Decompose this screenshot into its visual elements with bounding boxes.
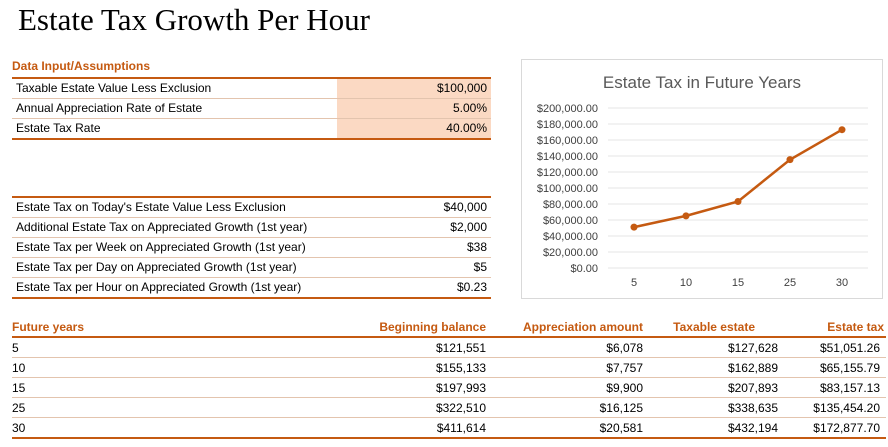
x-tick-label: 15 bbox=[732, 277, 744, 289]
cell-estate-tax: $83,157.13 bbox=[819, 381, 880, 395]
cell-appreciation: $7,757 bbox=[606, 361, 643, 375]
col-future-years: Future years bbox=[12, 320, 85, 334]
data-point[interactable] bbox=[838, 126, 846, 134]
y-tick-label: $20,000.00 bbox=[543, 247, 598, 259]
col-estate-tax: Estate tax bbox=[827, 320, 884, 334]
cell-beginning-balance: $322,510 bbox=[435, 401, 486, 415]
col-taxable-estate: Taxable estate bbox=[673, 320, 755, 334]
col-beginning-balance: Beginning balance bbox=[379, 320, 486, 334]
input-label: Estate Tax Rate bbox=[12, 118, 337, 139]
cell-appreciation: $16,125 bbox=[599, 401, 643, 415]
input-row: Taxable Estate Value Less Exclusion $100… bbox=[12, 78, 491, 99]
chart-gridlines bbox=[608, 107, 868, 269]
table-row: 30 $411,614 $20,581 $432,194 $172,877.70 bbox=[12, 418, 886, 439]
chart-svg: Estate Tax in Future Years $0.00 $20,000.… bbox=[537, 73, 868, 289]
table-row: 25 $322,510 $16,125 $338,635 $135,454.20 bbox=[12, 398, 886, 418]
cell-year: 5 bbox=[12, 341, 19, 355]
cell-taxable-estate: $338,635 bbox=[727, 401, 778, 415]
cell-year: 25 bbox=[12, 401, 26, 415]
table-row: 5 $121,551 $6,078 $127,628 $51,051.26 bbox=[12, 338, 886, 358]
output-value: $2,000 bbox=[337, 217, 491, 238]
data-point[interactable] bbox=[630, 223, 638, 231]
cell-year: 30 bbox=[12, 421, 26, 435]
page-title: Estate Tax Growth Per Hour bbox=[18, 2, 370, 37]
x-tick-label: 30 bbox=[836, 277, 848, 289]
y-tick-label: $180,000.00 bbox=[537, 119, 598, 131]
data-point[interactable] bbox=[734, 197, 742, 205]
cell-taxable-estate: $207,893 bbox=[727, 381, 778, 395]
y-tick-label: $60,000.00 bbox=[543, 215, 598, 227]
y-tick-label: $100,000.00 bbox=[537, 183, 598, 195]
cell-estate-tax: $51,051.26 bbox=[819, 341, 880, 355]
y-tick-label: $0.00 bbox=[570, 263, 598, 275]
output-row: Estate Tax per Hour on Appreciated Growt… bbox=[12, 277, 491, 298]
inputs-header: Data Input/Assumptions bbox=[12, 59, 151, 73]
y-tick-label: $40,000.00 bbox=[543, 231, 598, 243]
inputs-table: Taxable Estate Value Less Exclusion $100… bbox=[12, 77, 491, 140]
cell-appreciation: $9,900 bbox=[606, 381, 643, 395]
cell-year: 10 bbox=[12, 361, 26, 375]
output-row: Additional Estate Tax on Appreciated Gro… bbox=[12, 217, 491, 238]
cell-appreciation: $6,078 bbox=[606, 341, 643, 355]
x-tick-label: 25 bbox=[784, 277, 796, 289]
y-tick-label: $80,000.00 bbox=[543, 199, 598, 211]
output-label: Additional Estate Tax on Appreciated Gro… bbox=[12, 217, 337, 238]
chart-y-axis: $0.00 $20,000.00 $40,000.00 $60,000.00 $80,0… bbox=[537, 103, 598, 275]
chart-x-axis: 5 10 15 25 30 bbox=[631, 277, 848, 289]
output-label: Estate Tax per Day on Appreciated Growth… bbox=[12, 257, 337, 278]
input-value-cell[interactable]: 40.00% bbox=[337, 118, 491, 139]
data-point[interactable] bbox=[786, 156, 794, 164]
input-value-cell[interactable]: 5.00% bbox=[337, 98, 491, 119]
table-row: 10 $155,133 $7,757 $162,889 $65,155.79 bbox=[12, 358, 886, 378]
cell-beginning-balance: $197,993 bbox=[435, 381, 486, 395]
cell-beginning-balance: $155,133 bbox=[435, 361, 486, 375]
y-tick-label: $200,000.00 bbox=[537, 103, 598, 115]
output-row: Estate Tax per Week on Appreciated Growt… bbox=[12, 237, 491, 258]
data-point[interactable] bbox=[682, 212, 690, 220]
input-value-cell[interactable]: $100,000 bbox=[337, 78, 491, 99]
estate-tax-chart[interactable]: Estate Tax in Future Years $0.00 $20,000.… bbox=[521, 59, 883, 299]
cell-estate-tax: $65,155.79 bbox=[819, 361, 880, 375]
cell-estate-tax: $135,454.20 bbox=[813, 401, 880, 415]
cell-beginning-balance: $411,614 bbox=[436, 421, 486, 435]
output-value: $5 bbox=[337, 257, 491, 278]
cell-estate-tax: $172,877.70 bbox=[813, 421, 880, 435]
table-row: 15 $197,993 $9,900 $207,893 $83,157.13 bbox=[12, 378, 886, 398]
output-label: Estate Tax per Hour on Appreciated Growt… bbox=[12, 277, 337, 298]
x-tick-label: 10 bbox=[680, 277, 692, 289]
cell-appreciation: $20,581 bbox=[599, 421, 643, 435]
chart-title: Estate Tax in Future Years bbox=[603, 73, 801, 92]
cell-year: 15 bbox=[12, 381, 26, 395]
cell-taxable-estate: $432,194 bbox=[727, 421, 778, 435]
cell-taxable-estate: $162,889 bbox=[727, 361, 778, 375]
output-row: Estate Tax per Day on Appreciated Growth… bbox=[12, 257, 491, 278]
output-value: $38 bbox=[337, 237, 491, 258]
output-label: Estate Tax on Today's Estate Value Less … bbox=[16, 200, 286, 214]
output-row: Estate Tax on Today's Estate Value Less … bbox=[12, 197, 491, 218]
outputs-table: Estate Tax on Today's Estate Value Less … bbox=[12, 196, 491, 299]
future-table-body: 5 $121,551 $6,078 $127,628 $51,051.26 10… bbox=[12, 338, 886, 439]
col-appreciation-amount: Appreciation amount bbox=[522, 320, 643, 334]
series-points bbox=[630, 126, 846, 231]
cell-beginning-balance: $121,551 bbox=[435, 341, 486, 355]
input-row: Annual Appreciation Rate of Estate 5.00% bbox=[12, 98, 491, 119]
x-tick-label: 5 bbox=[631, 277, 637, 289]
series-line bbox=[633, 128, 843, 229]
input-label: Annual Appreciation Rate of Estate bbox=[12, 98, 337, 119]
input-label: Taxable Estate Value Less Exclusion bbox=[16, 81, 212, 95]
output-value: $40,000 bbox=[443, 200, 487, 214]
cell-taxable-estate: $127,628 bbox=[727, 341, 778, 355]
input-row: Estate Tax Rate 40.00% bbox=[12, 118, 491, 139]
y-tick-label: $140,000.00 bbox=[537, 151, 598, 163]
output-value: $0.23 bbox=[337, 277, 491, 298]
y-tick-label: $160,000.00 bbox=[537, 135, 598, 147]
future-table-header: Future years Beginning balance Appreciat… bbox=[12, 319, 886, 338]
y-tick-label: $120,000.00 bbox=[537, 167, 598, 179]
output-label: Estate Tax per Week on Appreciated Growt… bbox=[12, 237, 337, 258]
